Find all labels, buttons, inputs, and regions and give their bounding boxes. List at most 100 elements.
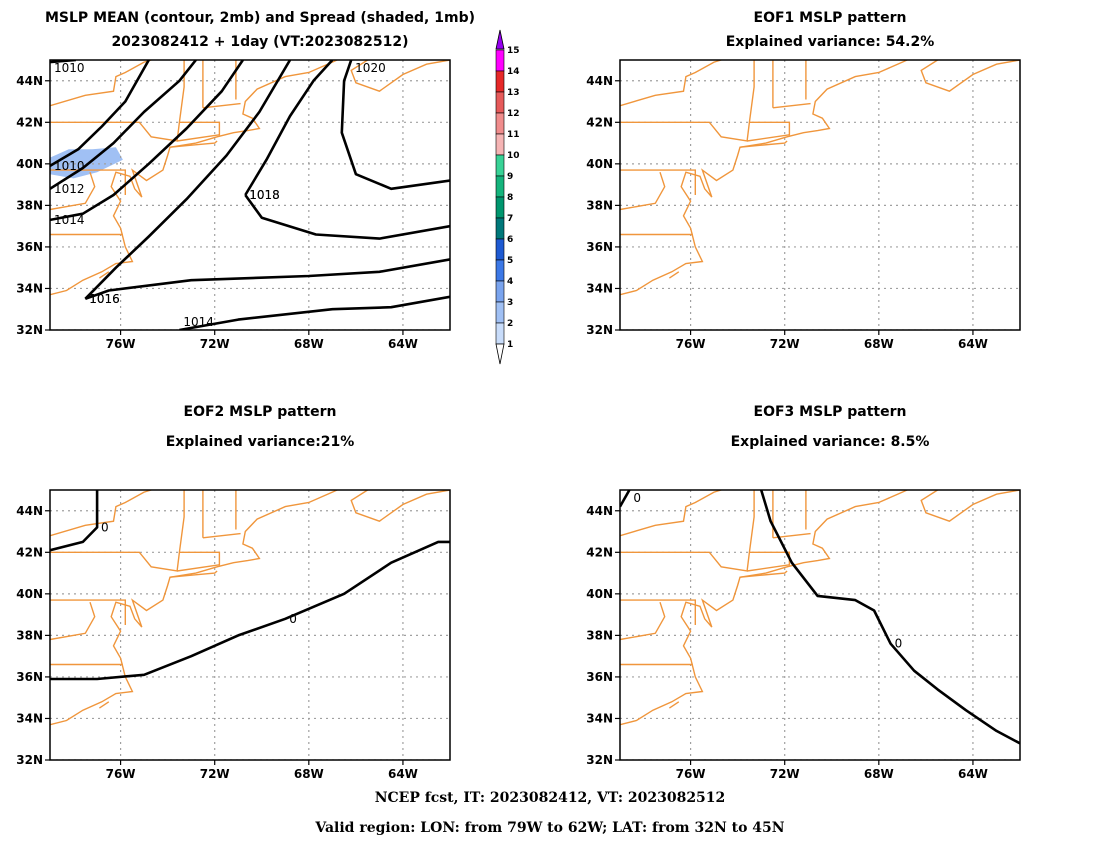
contour-line (50, 540, 450, 681)
lat-tick-label: 40N (586, 157, 613, 171)
coastline (50, 169, 126, 195)
panel4-subtitle: Explained variance: 8.5% (730, 434, 930, 450)
contour-line (620, 490, 631, 508)
coastline (669, 701, 680, 709)
coastline (680, 490, 908, 659)
colorbar-segment (495, 133, 505, 156)
lon-tick-label: 64W (958, 337, 988, 351)
coastline (176, 121, 221, 142)
lon-tick-label: 76W (106, 767, 136, 781)
contour-line (50, 490, 99, 552)
coastline (50, 60, 152, 107)
contour-label: 0 (289, 612, 297, 626)
colorbar-segment (495, 112, 505, 135)
lat-tick-label: 44N (16, 504, 43, 518)
lon-tick-label: 72W (770, 337, 800, 351)
colorbar-label: 6 (507, 235, 513, 245)
coastline (169, 140, 218, 148)
coastline (50, 171, 96, 211)
lat-tick-label: 42N (586, 115, 613, 129)
map-frame (619, 59, 1021, 331)
lon-tick-label: 64W (388, 767, 418, 781)
panel4-title: EOF3 MSLP pattern (753, 404, 907, 420)
lon-tick-label: 68W (294, 337, 324, 351)
coastline (50, 601, 96, 641)
colorbar-segment (495, 196, 505, 219)
colorbar-segment (495, 322, 505, 345)
colorbar-segment (495, 49, 505, 72)
coastline (202, 532, 241, 539)
lat-tick-label: 44N (586, 74, 613, 88)
panel2-title: EOF1 MSLP pattern (753, 10, 907, 26)
panel3-subtitle: Explained variance:21% (165, 434, 355, 450)
lat-tick-label: 36N (16, 670, 43, 684)
lat-tick-label: 34N (586, 711, 613, 725)
map-frame (49, 59, 451, 331)
coastline (920, 490, 1020, 522)
colorbar-label: 12 (507, 109, 520, 119)
lat-tick-label: 42N (16, 115, 43, 129)
lat-tick-label: 38N (586, 628, 613, 642)
coastline (620, 228, 704, 296)
contour-line (50, 60, 150, 168)
coastline (202, 102, 241, 109)
contour-label: 1016 (89, 292, 120, 306)
map-frame (49, 489, 451, 761)
lon-tick-label: 72W (200, 767, 230, 781)
lon-tick-label: 64W (958, 767, 988, 781)
map-panel-2: 76W 72W 68W 64W 32N 34N 36N 38N 40N 42N 44N (586, 59, 1021, 351)
lat-tick-label: 36N (586, 240, 613, 254)
colorbar-segment (495, 301, 505, 324)
panel1-title: MSLP MEAN (contour, 2mb) and Spread (sha… (45, 10, 475, 26)
coastline (50, 228, 134, 296)
coastline (50, 658, 134, 726)
colorbar-label: 8 (507, 193, 513, 203)
coastline (350, 490, 450, 522)
lat-tick-label: 40N (16, 587, 43, 601)
lat-tick-label: 32N (16, 323, 43, 337)
colorbar-label: 5 (507, 256, 513, 266)
colorbar-label: 7 (507, 214, 513, 224)
coastline (99, 271, 110, 279)
coastline (739, 140, 788, 148)
contour-line (50, 60, 197, 190)
colorbar-segment (495, 91, 505, 114)
lon-tick-label: 76W (676, 767, 706, 781)
lon-tick-label: 68W (864, 337, 894, 351)
coastline (620, 171, 666, 211)
lat-tick-label: 32N (586, 753, 613, 767)
lat-tick-label: 44N (586, 504, 613, 518)
coastline (110, 490, 338, 659)
lat-tick-label: 32N (586, 323, 613, 337)
panel3-title: EOF2 MSLP pattern (183, 404, 337, 420)
colorbar-segment (495, 238, 505, 261)
coastline (620, 490, 722, 537)
contour-line (244, 194, 450, 240)
coastline (680, 60, 908, 229)
colorbar-label: 13 (507, 88, 520, 98)
lat-tick-label: 36N (16, 240, 43, 254)
lat-tick-label: 42N (16, 545, 43, 559)
colorbar-label: 9 (507, 172, 513, 182)
colorbar-label: 15 (507, 46, 520, 56)
colorbar-label: 4 (507, 277, 513, 287)
lat-tick-label: 44N (16, 74, 43, 88)
contour-label: 0 (895, 637, 903, 651)
colorbar-segment (495, 217, 505, 240)
lon-tick-label: 64W (388, 337, 418, 351)
contour-line (50, 60, 244, 222)
lat-tick-label: 40N (586, 587, 613, 601)
contour-label: 0 (101, 520, 109, 534)
coastline (772, 102, 811, 109)
colorbar-label: 11 (507, 130, 520, 140)
colorbar-label: 10 (507, 151, 520, 161)
contour-line (340, 60, 450, 191)
lat-tick-label: 32N (16, 753, 43, 767)
coastline (169, 570, 218, 578)
lat-tick-label: 36N (586, 670, 613, 684)
lat-tick-label: 38N (16, 628, 43, 642)
coastline (669, 271, 680, 279)
contour-line (759, 490, 1020, 745)
